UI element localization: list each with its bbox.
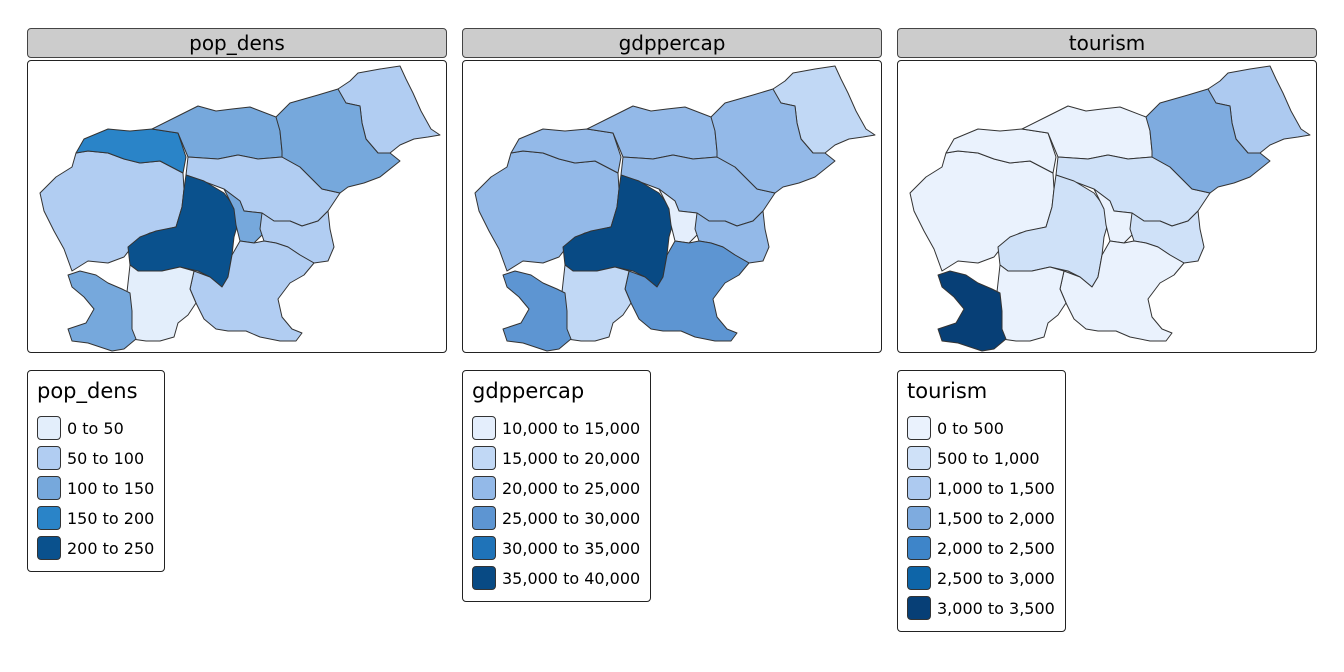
map-frame xyxy=(897,60,1317,353)
map-region xyxy=(125,264,197,342)
legend-label: 15,000 to 20,000 xyxy=(502,448,641,468)
legend-label: 1,000 to 1,500 xyxy=(937,478,1055,498)
legend-label: 100 to 150 xyxy=(67,478,155,498)
legend-pop-dens: pop_dens 0 to 50 50 to 100 100 to 150 150 t… xyxy=(27,370,166,572)
legend-item: 2,000 to 2,500 xyxy=(907,533,1055,563)
facet-strip-title: gdppercap xyxy=(462,28,882,58)
choropleth-map xyxy=(474,65,876,352)
legend-label: 10,000 to 15,000 xyxy=(502,418,641,438)
legend-swatch xyxy=(472,446,496,470)
legend-item: 1,500 to 2,000 xyxy=(907,503,1055,533)
legend-swatch xyxy=(907,596,931,620)
legend-item: 10,000 to 15,000 xyxy=(472,413,640,443)
legend-item: 0 to 50 xyxy=(37,413,154,443)
map-frame xyxy=(462,60,882,353)
map-region xyxy=(223,188,269,244)
legend-swatch xyxy=(907,536,931,560)
legend-swatch xyxy=(907,566,931,590)
legend-label: 150 to 200 xyxy=(67,508,155,528)
legend-label: 200 to 250 xyxy=(67,538,155,558)
facet-strip-title: pop_dens xyxy=(27,28,447,58)
legend-label: 2,500 to 3,000 xyxy=(937,568,1055,588)
legend-item: 15,000 to 20,000 xyxy=(472,443,640,473)
legend-item: 2,500 to 3,000 xyxy=(907,563,1055,593)
legend-gdppercap: gdppercap 10,000 to 15,000 15,000 to 20,0… xyxy=(462,370,652,602)
legend-label: 500 to 1,000 xyxy=(937,448,1040,468)
map-region xyxy=(560,264,632,342)
legend-label: 1,500 to 2,000 xyxy=(937,508,1055,528)
legend-label: 20,000 to 25,000 xyxy=(502,478,641,498)
map-region xyxy=(624,240,750,342)
map-region xyxy=(502,270,572,352)
legend-item: 25,000 to 30,000 xyxy=(472,503,640,533)
map-region xyxy=(1145,88,1271,194)
legend-label: 2,000 to 2,500 xyxy=(937,538,1055,558)
choropleth-map xyxy=(39,65,441,352)
legend-label: 30,000 to 35,000 xyxy=(502,538,641,558)
legend-swatch xyxy=(907,476,931,500)
map-region xyxy=(995,264,1067,342)
legend-swatch xyxy=(37,536,61,560)
map-region xyxy=(67,270,137,352)
legend-item: 3,000 to 3,500 xyxy=(907,593,1055,623)
map-frame xyxy=(27,60,447,353)
map-region xyxy=(75,128,187,174)
map-region xyxy=(275,88,401,194)
map-region xyxy=(937,270,1007,352)
legend-title: gdppercap xyxy=(472,379,585,403)
map-region xyxy=(189,240,315,342)
legend-item: 35,000 to 40,000 xyxy=(472,563,640,593)
legend-swatch xyxy=(37,416,61,440)
legend-swatch xyxy=(907,446,931,470)
legend-item: 100 to 150 xyxy=(37,473,154,503)
facet-panel-pop-dens: pop_dens xyxy=(27,28,447,353)
map-region xyxy=(1059,240,1185,342)
legend-swatch xyxy=(472,566,496,590)
legend-item: 200 to 250 xyxy=(37,533,154,563)
legend-swatch xyxy=(37,446,61,470)
legend-label: 35,000 to 40,000 xyxy=(502,568,641,588)
legend-swatch xyxy=(472,536,496,560)
legend-tourism: tourism 0 to 500 500 to 1,000 1,000 to 1,5… xyxy=(897,370,1066,632)
legend-item: 50 to 100 xyxy=(37,443,154,473)
legend-swatch xyxy=(472,416,496,440)
legend-swatch xyxy=(37,506,61,530)
facet-strip-title: tourism xyxy=(897,28,1317,58)
legend-item: 20,000 to 25,000 xyxy=(472,473,640,503)
legend-item: 150 to 200 xyxy=(37,503,154,533)
legend-swatch xyxy=(907,506,931,530)
facet-panel-tourism: tourism xyxy=(897,28,1317,353)
legend-item: 30,000 to 35,000 xyxy=(472,533,640,563)
legend-label: 50 to 100 xyxy=(67,448,145,468)
legend-item: 0 to 500 xyxy=(907,413,1055,443)
legend-label: 0 to 500 xyxy=(937,418,1004,438)
legend-swatch xyxy=(472,476,496,500)
legend-item: 500 to 1,000 xyxy=(907,443,1055,473)
map-region xyxy=(510,128,622,174)
legend-swatch xyxy=(907,416,931,440)
legend-label: 3,000 to 3,500 xyxy=(937,598,1055,618)
choropleth-map xyxy=(909,65,1311,352)
facet-panel-gdppercap: gdppercap xyxy=(462,28,882,353)
legend-item: 1,000 to 1,500 xyxy=(907,473,1055,503)
legend-label: 0 to 50 xyxy=(67,418,124,438)
map-region xyxy=(710,88,836,194)
legend-title: pop_dens xyxy=(37,379,138,403)
legend-swatch xyxy=(37,476,61,500)
legend-label: 25,000 to 30,000 xyxy=(502,508,641,528)
map-region xyxy=(658,188,704,244)
legend-swatch xyxy=(472,506,496,530)
map-region xyxy=(945,128,1057,174)
legend-title: tourism xyxy=(907,379,988,403)
map-region xyxy=(1093,188,1139,244)
